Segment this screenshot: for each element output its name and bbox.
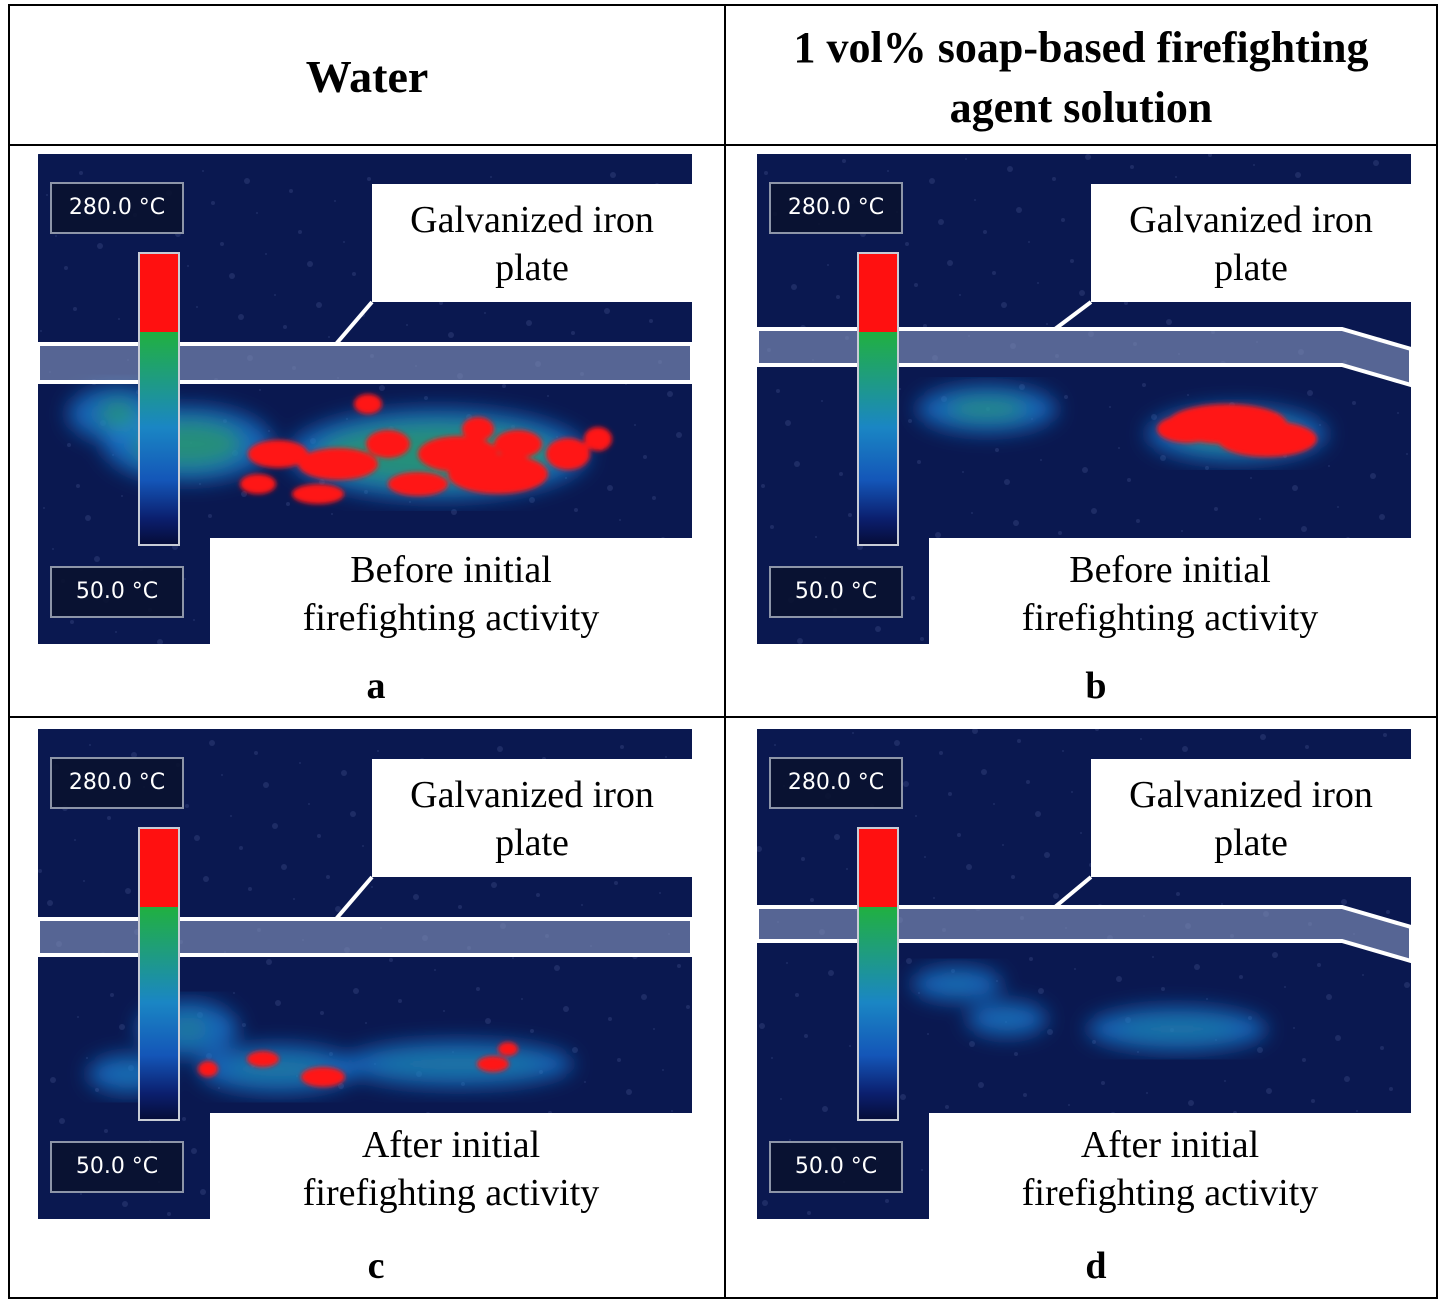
state-label-line2: firefighting activity <box>1021 1172 1319 1214</box>
plate-label: Galvanized iron plate <box>1091 759 1411 877</box>
activity-state-label: Before initial firefighting activity <box>929 538 1411 644</box>
galvanized-plate-outline <box>757 327 1411 388</box>
column-header-soap-line2: agent solution <box>949 83 1213 132</box>
table-border-top <box>8 4 1438 6</box>
plate-label-line1: Galvanized iron <box>410 199 654 241</box>
plate-label-line1: Galvanized iron <box>1129 199 1373 241</box>
plate-label-line2: plate <box>495 247 569 289</box>
table-border-header <box>8 144 1438 146</box>
activity-state-label: Before initial firefighting activity <box>210 538 692 644</box>
table-border-bottom <box>8 1297 1438 1299</box>
state-label-line1: After initial <box>361 1124 541 1166</box>
temperature-color-scale <box>138 252 180 546</box>
scale-max-temperature: 280.0 °C <box>50 182 184 234</box>
activity-state-label: After initial firefighting activity <box>929 1113 1411 1219</box>
scale-min-temperature: 50.0 °C <box>769 1141 903 1193</box>
scale-max-temperature: 280.0 °C <box>769 757 903 809</box>
thermal-image-panel-d: 280.0 °C 50.0 °C Galvanized iron plate After… <box>757 729 1411 1219</box>
galvanized-plate-outline <box>38 917 692 957</box>
thermal-image-panel-b: 280.0 °C 50.0 °C Galvanized iron plate Befor… <box>757 154 1411 644</box>
table-border-center <box>724 4 726 1299</box>
panel-letter-d: d <box>1085 1245 1107 1287</box>
panel-letter-a: a <box>366 665 386 707</box>
plate-label-line1: Galvanized iron <box>410 774 654 816</box>
table-border-middle <box>8 716 1438 718</box>
table-border-right <box>1436 4 1438 1299</box>
state-label-line1: Before initial <box>1069 549 1271 591</box>
temperature-color-scale <box>857 827 899 1121</box>
scale-max-temperature: 280.0 °C <box>50 757 184 809</box>
state-label-line2: firefighting activity <box>302 597 600 639</box>
plate-label-line2: plate <box>1214 822 1288 864</box>
plate-label-line1: Galvanized iron <box>1129 774 1373 816</box>
galvanized-plate-outline <box>757 905 1411 964</box>
column-header-soap-line1: 1 vol% soap-based firefighting <box>793 23 1369 72</box>
plate-label: Galvanized iron plate <box>1091 184 1411 302</box>
plate-label: Galvanized iron plate <box>372 184 692 302</box>
activity-state-label: After initial firefighting activity <box>210 1113 692 1219</box>
state-label-line2: firefighting activity <box>302 1172 600 1214</box>
thermal-image-panel-a: 280.0 °C 50.0 °C Galvanized iron plate Befor… <box>38 154 692 644</box>
thermal-image-panel-c: 280.0 °C 50.0 °C Galvanized iron plate After… <box>38 729 692 1219</box>
scale-min-temperature: 50.0 °C <box>50 1141 184 1193</box>
column-header-soap-solution: 1 vol% soap-based firefighting agent sol… <box>726 18 1436 138</box>
table-border-left <box>8 4 10 1299</box>
temperature-color-scale <box>857 252 899 546</box>
column-header-water: Water <box>305 51 429 102</box>
temperature-color-scale <box>138 827 180 1121</box>
plate-label-line2: plate <box>495 822 569 864</box>
state-label-line1: After initial <box>1080 1124 1260 1166</box>
panel-letter-c: c <box>367 1245 385 1287</box>
scale-max-temperature: 280.0 °C <box>769 182 903 234</box>
plate-label: Galvanized iron plate <box>372 759 692 877</box>
state-label-line1: Before initial <box>350 549 552 591</box>
scale-min-temperature: 50.0 °C <box>769 566 903 618</box>
galvanized-plate-outline <box>38 342 692 384</box>
scale-min-temperature: 50.0 °C <box>50 566 184 618</box>
state-label-line2: firefighting activity <box>1021 597 1319 639</box>
panel-letter-b: b <box>1085 665 1107 707</box>
plate-label-line2: plate <box>1214 247 1288 289</box>
